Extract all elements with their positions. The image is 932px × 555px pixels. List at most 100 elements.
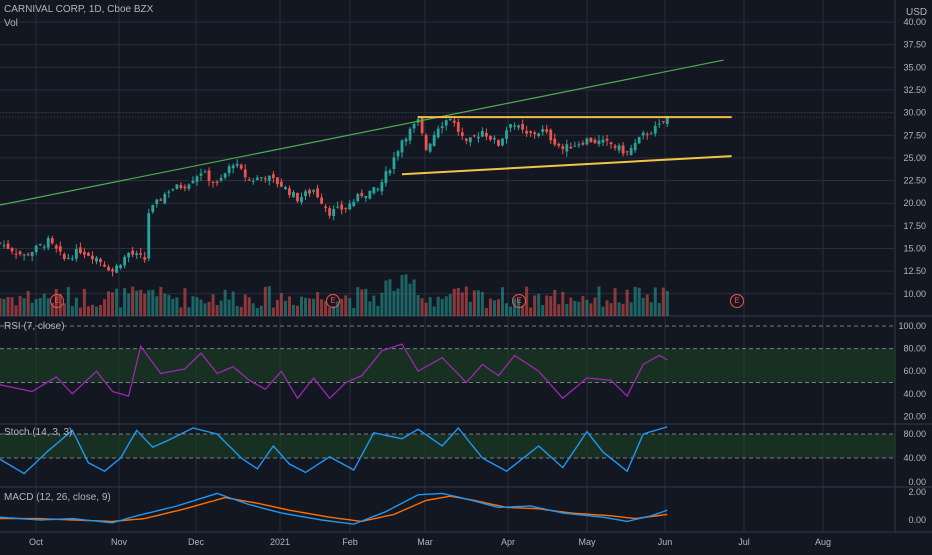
candle-body [207,170,211,181]
candle-body [308,189,311,194]
candle-body [187,184,191,189]
candle-body [476,136,480,139]
candle-body [50,238,54,244]
volume-bar [573,301,577,316]
candle-body [99,259,102,263]
candle-body [464,138,468,141]
volume-bar [649,302,653,316]
candle-body [549,129,553,141]
volume-bar [537,293,541,316]
candle-body [340,204,344,210]
symbol-title[interactable]: CARNIVAL CORP, 1D, Cboe BZX [4,4,154,15]
candle-body [384,171,388,184]
volume-bar [62,303,66,316]
candle-body [597,140,601,145]
volume-bar [207,301,211,316]
candle-body [316,188,319,198]
volume-bar [589,303,593,316]
candle-body [22,254,26,256]
volume-bar [452,288,456,316]
volume-bar [525,286,529,316]
volume-bar [304,297,308,316]
volume-label[interactable]: Vol [4,18,18,29]
volume-bar [352,307,356,316]
volume-bar [111,292,115,316]
earnings-event-icon[interactable]: E [512,294,526,308]
candle-body [191,180,195,184]
volume-bar [18,295,22,316]
rsi-tick-label: 80.00 [903,344,926,354]
candle-body [360,192,364,197]
volume-bar [360,289,364,316]
volume-bar [348,298,352,316]
volume-bar [42,293,46,316]
volume-bar [295,305,299,316]
candle-body [481,130,484,137]
candle-body [111,269,114,272]
volume-bar [287,296,291,316]
volume-bar [312,298,316,316]
candle-body [46,237,50,248]
x-axis-tick-label: Aug [815,537,831,547]
candle-body [613,145,617,148]
volume-bar [308,298,312,316]
price-tick-label: 30.00 [903,108,926,118]
volume-bar [22,298,26,316]
candle-body [513,125,516,127]
candle-body [275,177,279,185]
rsi-tick-label: 60.00 [903,366,926,376]
macd-title[interactable]: MACD (12, 26, close, 9) [4,492,111,503]
upper-trend-line [0,59,724,206]
price-tick-label: 27.50 [903,130,926,140]
volume-bar [424,302,428,316]
earnings-event-icon[interactable]: E [730,294,744,308]
price-tick-label: 32.50 [903,85,926,95]
volume-bar [420,298,424,316]
volume-bar [74,297,78,316]
candle-body [304,191,307,197]
candle-body [271,174,275,179]
candle-body [637,137,641,144]
candle-body [485,132,488,137]
volume-bar [384,280,388,316]
candle-body [521,123,524,130]
candle-body [529,131,533,133]
volume-bar [380,292,384,316]
volume-bar [505,303,509,316]
volume-bar [235,306,239,316]
volume-bar [553,289,557,316]
volume-bar [259,305,263,316]
rsi-title[interactable]: RSI (7, close) [4,321,65,332]
volume-bar [291,304,295,316]
stoch-tick-label: 0.00 [908,477,926,487]
macd-line [0,492,668,525]
macd-tick-label: 0.00 [908,515,926,525]
candle-body [62,254,66,259]
volume-bar [340,298,344,316]
volume-bar [549,296,553,316]
volume-bar [167,294,171,316]
candle-body [143,257,147,260]
volume-bar [356,287,360,316]
volume-bar [223,289,227,316]
candle-body [139,253,143,255]
stoch-title[interactable]: Stoch (14, 3, 3) [4,427,73,438]
earnings-event-icon[interactable]: E [326,294,340,308]
candle-body [79,247,82,254]
candle-body [292,192,295,198]
volume-bar [255,307,259,316]
volume-bar [605,300,609,316]
rsi-tick-label: 40.00 [903,389,926,399]
candle-body [629,148,633,155]
volume-bar [300,296,303,316]
candle-body [211,181,215,183]
volume-bar [94,306,98,316]
volume-bar [513,298,517,316]
x-axis-tick-label: Jul [738,537,750,547]
candle-body [665,115,669,124]
price-tick-label: 25.00 [903,153,926,163]
earnings-event-icon[interactable]: E [50,294,64,308]
volume-bar [492,300,496,316]
price-tick-label: 20.00 [903,198,926,208]
